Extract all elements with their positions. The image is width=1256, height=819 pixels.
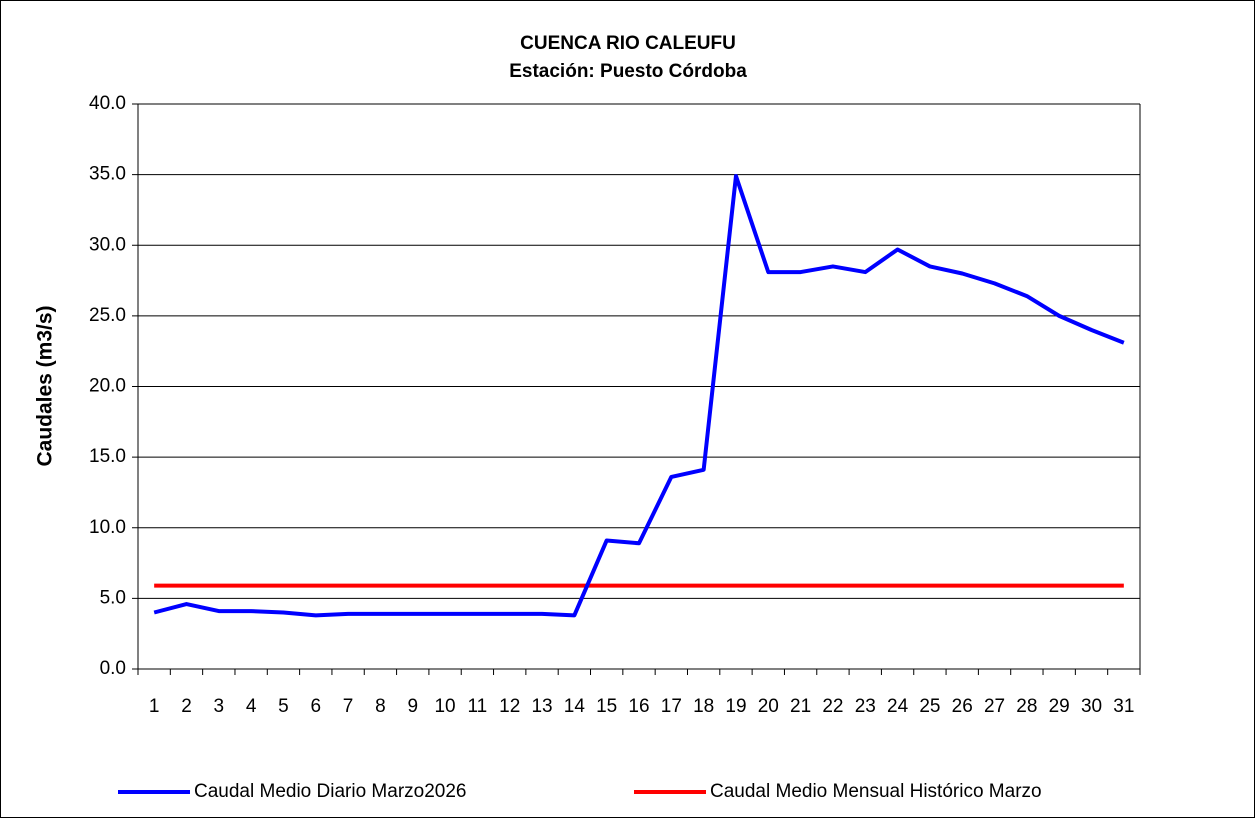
x-tick-label: 4 — [246, 696, 257, 717]
y-tick-label: 35.0 — [89, 164, 126, 185]
x-tick-label: 17 — [661, 696, 682, 717]
x-tick-label: 11 — [468, 696, 488, 717]
y-tick-label: 15.0 — [89, 446, 126, 467]
x-tick-label: 25 — [919, 696, 940, 717]
chart-title: CUENCA RIO CALEUFU — [520, 33, 736, 54]
x-tick-label: 26 — [952, 696, 973, 717]
x-tick-label: 21 — [790, 696, 811, 717]
x-tick-label: 8 — [375, 696, 386, 717]
x-tick-label: 24 — [887, 696, 909, 717]
x-tick-label: 16 — [628, 696, 649, 717]
legend-label: Caudal Medio Diario Marzo2026 — [194, 781, 466, 802]
x-tick-label: 3 — [214, 696, 225, 717]
x-tick-label: 6 — [310, 696, 321, 717]
x-tick-label: 28 — [1016, 696, 1037, 717]
x-tick-label: 15 — [596, 696, 617, 717]
legend-label: Caudal Medio Mensual Histórico Marzo — [710, 781, 1042, 802]
x-tick-label: 19 — [725, 696, 746, 717]
y-tick-label: 25.0 — [89, 305, 126, 326]
x-tick-label: 31 — [1113, 696, 1134, 717]
x-tick-label: 30 — [1081, 696, 1102, 717]
x-tick-label: 2 — [181, 696, 192, 717]
y-axis-label: Caudales (m3/s) — [34, 305, 57, 466]
x-tick-label: 29 — [1049, 696, 1070, 717]
x-tick-label: 20 — [758, 696, 779, 717]
y-tick-label: 20.0 — [89, 376, 126, 397]
x-tick-label: 5 — [278, 696, 289, 717]
y-tick-label: 10.0 — [89, 517, 126, 538]
chart-subtitle: Estación: Puesto Córdoba — [509, 61, 747, 82]
series-line — [153, 174, 1125, 618]
x-tick-label: 27 — [984, 696, 1005, 717]
x-tick-label: 1 — [149, 696, 160, 717]
y-tick-label: 5.0 — [100, 587, 126, 608]
x-tick-label: 13 — [531, 696, 552, 717]
x-tick-label: 23 — [855, 696, 876, 717]
x-tick-label: 12 — [499, 696, 520, 717]
x-tick-label: 9 — [407, 696, 418, 717]
x-tick-label: 10 — [434, 696, 455, 717]
y-tick-label: 40.0 — [89, 93, 126, 114]
x-tick-label: 7 — [343, 696, 354, 717]
x-tick-label: 18 — [693, 696, 714, 717]
x-tick-label: 22 — [822, 696, 843, 717]
x-tick-label: 14 — [564, 696, 586, 717]
y-tick-label: 0.0 — [100, 658, 126, 679]
y-tick-label: 30.0 — [89, 234, 126, 255]
